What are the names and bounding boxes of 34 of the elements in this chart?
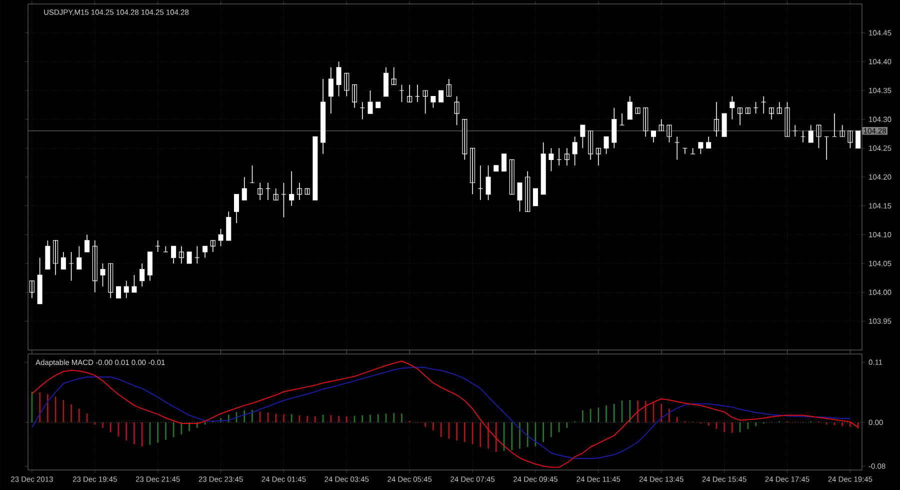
- candlestick: [438, 90, 444, 102]
- candlestick: [494, 165, 499, 172]
- candlestick: [502, 154, 507, 172]
- candlestick: [430, 96, 436, 108]
- candlestick: [517, 182, 522, 212]
- candlestick: [666, 124, 672, 143]
- candlestick: [532, 188, 538, 206]
- candlestick: [840, 124, 845, 138]
- candlestick: [462, 118, 468, 160]
- candlestick: [784, 102, 790, 138]
- candlestick: [816, 124, 822, 149]
- candlestick: [116, 286, 121, 298]
- candlestick: [722, 113, 727, 138]
- candlestick: [336, 61, 342, 97]
- candlestick: [422, 90, 428, 114]
- candlestick: [540, 142, 546, 195]
- candlestick: [186, 252, 192, 264]
- candlestick: [486, 165, 491, 200]
- candlestick: [698, 142, 704, 154]
- candlestick: [548, 148, 554, 172]
- candlestick: [572, 136, 578, 166]
- candlestick: [273, 188, 278, 200]
- candlestick: [218, 228, 224, 247]
- candlestick: [312, 136, 318, 200]
- candlestick: [344, 72, 350, 97]
- candlestick: [848, 130, 853, 149]
- candlestick: [37, 257, 42, 304]
- candlestick: [368, 90, 373, 114]
- candlestick: [730, 96, 735, 120]
- candlestick: [100, 263, 106, 287]
- candlestick: [454, 96, 460, 126]
- candlestick: [132, 274, 137, 293]
- candlestick: [376, 102, 381, 108]
- candlestick: [509, 159, 514, 195]
